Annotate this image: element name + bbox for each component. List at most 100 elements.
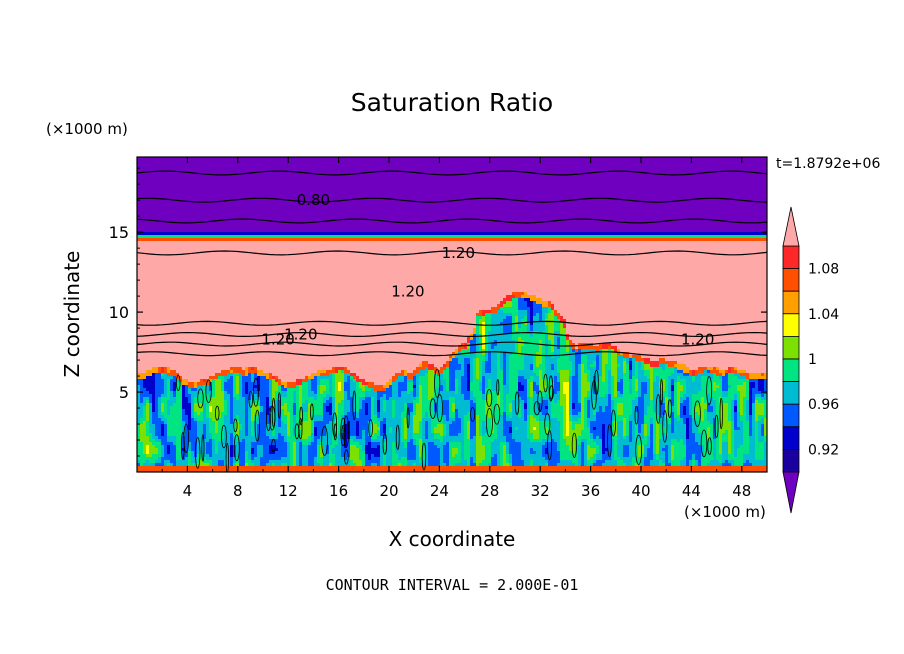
field-cell: [629, 172, 632, 175]
field-cell: [725, 193, 728, 196]
field-cell: [317, 175, 320, 178]
field-cell: [629, 175, 632, 178]
field-cell: [581, 169, 584, 172]
field-cell: [656, 187, 659, 190]
field-cell: [164, 193, 167, 196]
field-cell: [683, 214, 686, 217]
field-cell: [392, 190, 395, 193]
field-cell: [155, 190, 158, 193]
field-cell: [590, 223, 593, 226]
field-cell: [236, 163, 239, 166]
field-cell: [599, 163, 602, 166]
field-cell: [257, 184, 260, 187]
field-cell: [707, 163, 710, 166]
field-cell: [221, 208, 224, 211]
field-cell: [380, 163, 383, 166]
field-cell: [332, 223, 335, 226]
field-cell: [311, 169, 314, 172]
field-cell: [509, 160, 512, 163]
field-cell: [557, 181, 560, 184]
field-cell: [164, 208, 167, 211]
field-cell: [203, 211, 206, 214]
field-cell: [494, 214, 497, 217]
field-cell: [485, 178, 488, 181]
field-cell: [227, 226, 230, 229]
field-cell: [413, 187, 416, 190]
field-cell: [584, 169, 587, 172]
field-cell: [314, 187, 317, 190]
field-cell: [236, 214, 239, 217]
field-cell: [206, 214, 209, 217]
field-cell: [380, 172, 383, 175]
field-cell: [530, 169, 533, 172]
field-cell: [665, 160, 668, 163]
field-cell: [446, 205, 449, 208]
field-cell: [377, 160, 380, 163]
field-cell: [698, 199, 701, 202]
field-cell: [458, 208, 461, 211]
field-cell: [347, 190, 350, 193]
field-cell: [371, 214, 374, 217]
field-cell: [608, 199, 611, 202]
field-cell: [629, 214, 632, 217]
field-cell: [377, 184, 380, 187]
field-cell: [272, 175, 275, 178]
field-cell: [500, 190, 503, 193]
field-cell: [341, 163, 344, 166]
field-cell: [731, 175, 734, 178]
field-cell: [743, 175, 746, 178]
field-cell: [383, 160, 386, 163]
field-cell: [239, 178, 242, 181]
field-cell: [662, 181, 665, 184]
field-cell: [539, 223, 542, 226]
field-cell: [356, 223, 359, 226]
field-cell: [731, 181, 734, 184]
field-cell: [443, 181, 446, 184]
field-cell: [233, 181, 236, 184]
field-cell: [650, 217, 653, 220]
field-cell: [641, 196, 644, 199]
field-cell: [149, 205, 152, 208]
field-cell: [575, 193, 578, 196]
field-cell: [638, 184, 641, 187]
field-cell: [659, 193, 662, 196]
field-cell: [425, 193, 428, 196]
field-cell: [449, 166, 452, 169]
field-cell: [431, 193, 434, 196]
field-cell: [578, 208, 581, 211]
field-cell: [347, 205, 350, 208]
field-cell: [524, 178, 527, 181]
field-cell: [422, 163, 425, 166]
field-cell: [551, 208, 554, 211]
field-cell: [596, 214, 599, 217]
field-cell: [467, 181, 470, 184]
field-cell: [365, 184, 368, 187]
field-cell: [575, 205, 578, 208]
field-cell: [680, 175, 683, 178]
field-cell: [569, 196, 572, 199]
field-cell: [419, 205, 422, 208]
field-cell: [452, 226, 455, 229]
field-cell: [638, 193, 641, 196]
field-cell: [659, 175, 662, 178]
field-cell: [680, 193, 683, 196]
field-cell: [305, 160, 308, 163]
field-cell: [605, 208, 608, 211]
field-cell: [689, 175, 692, 178]
field-cell: [368, 178, 371, 181]
field-cell: [371, 193, 374, 196]
field-cell: [638, 175, 641, 178]
field-cell: [602, 178, 605, 181]
field-cell: [482, 160, 485, 163]
field-cell: [644, 208, 647, 211]
field-cell: [623, 178, 626, 181]
field-cell: [188, 211, 191, 214]
field-cell: [458, 163, 461, 166]
field-cell: [641, 217, 644, 220]
field-cell: [299, 217, 302, 220]
field-cell: [167, 172, 170, 175]
field-cell: [239, 190, 242, 193]
field-cell: [350, 187, 353, 190]
field-cell: [560, 175, 563, 178]
field-cell: [332, 214, 335, 217]
